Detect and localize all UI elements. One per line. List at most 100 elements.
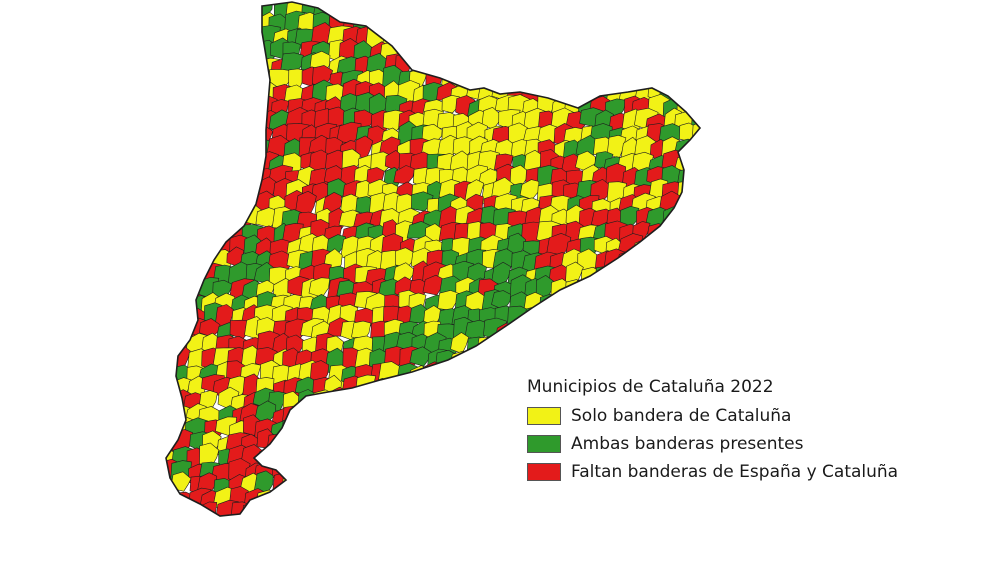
municipality-cell [635,514,656,516]
municipality-cell [166,167,178,187]
municipality-cell [449,512,472,516]
municipality-cell [173,2,195,22]
municipality-cell [536,67,559,90]
municipality-cell [480,386,501,410]
municipality-cell [704,127,723,149]
municipality-cell [312,418,337,440]
municipality-cell [330,404,350,429]
municipality-cell [213,152,238,180]
municipality-cell [241,69,262,92]
municipality-cell [548,294,569,316]
municipality-cell [706,195,728,217]
municipality-cell [378,388,401,411]
municipality-cell [394,25,415,47]
municipality-cell [240,167,262,188]
municipality-cell [184,110,205,131]
municipality-cell [297,389,316,409]
municipality-cell [508,331,530,356]
municipality-cell [337,474,358,496]
municipality-cell [450,332,470,354]
municipality-cell [635,504,657,516]
municipality-cell [188,40,208,68]
municipality-cell [352,458,377,478]
municipality-cell [492,446,515,470]
municipality-cell [227,2,250,20]
municipality-cell [676,247,697,273]
municipality-cell [339,513,358,516]
municipality-cell [676,322,700,347]
municipality-cell [495,2,520,22]
municipality-cell [439,446,460,468]
municipality-cell [465,390,487,413]
municipality-cell [495,374,517,400]
municipality-cell [426,459,449,484]
municipality-cell [507,374,530,396]
municipality-cell [337,2,362,23]
municipality-cell [589,504,613,516]
municipality-cell [425,40,446,63]
municipality-cell [579,293,599,315]
municipality-cell [483,475,505,498]
municipality-cell [324,502,349,516]
municipality-cell [703,14,726,35]
municipality-cell [522,291,544,319]
municipality-cell [552,8,575,35]
municipality-cell [621,70,642,90]
municipality-cell [550,515,570,516]
municipality-cell [397,432,420,457]
municipality-cell [591,39,612,67]
municipality-cell [510,55,533,76]
municipality-cell [703,140,724,164]
municipality-cell [226,194,246,220]
municipality-cell [521,2,540,21]
municipality-cell [495,460,518,484]
municipality-cell [533,515,558,516]
municipality-cell [166,126,182,151]
legend-item-ambas: Ambas banderas presentes [527,432,898,456]
municipality-cell [476,336,499,358]
municipality-cell [158,518,178,540]
municipality-cell [379,472,400,495]
municipality-cell [674,53,697,80]
municipality-cell [603,304,624,329]
municipality-cell [550,66,572,91]
municipality-cell [226,82,251,103]
municipality-cell [707,235,724,258]
municipality-cell [170,10,193,34]
municipality-cell [675,279,700,302]
municipality-cell [166,111,178,130]
municipality-cell [452,39,475,62]
municipality-cell [595,321,614,345]
municipality-cell [567,318,588,339]
municipality-cell [478,13,498,38]
municipality-cell [407,2,428,21]
municipality-cell [672,305,694,328]
municipality-cell [453,430,476,454]
municipality-cell [367,390,390,412]
municipality-cell [658,15,683,36]
municipality-cell [664,52,689,75]
municipality-cell [176,278,196,302]
municipality-cell [691,247,700,271]
municipality-cell [467,446,488,470]
municipality-cell [523,502,541,516]
municipality-cell [353,405,374,429]
municipality-cell [677,197,697,222]
municipality-cell [463,490,485,514]
municipality-cell [285,503,308,516]
municipality-cell [213,127,236,148]
municipality-cell [677,349,696,374]
municipality-cell [322,461,344,485]
municipality-cell [185,96,208,118]
municipality-cell [166,37,176,60]
municipality-cell [688,39,700,60]
municipality-cell [591,346,614,370]
municipality-cell [215,192,238,215]
municipality-cell [694,68,700,90]
municipality-cell [454,489,473,510]
municipality-cell [590,2,614,23]
municipality-cell [676,64,696,86]
municipality-cell [482,350,505,372]
municipality-cell [397,444,418,469]
